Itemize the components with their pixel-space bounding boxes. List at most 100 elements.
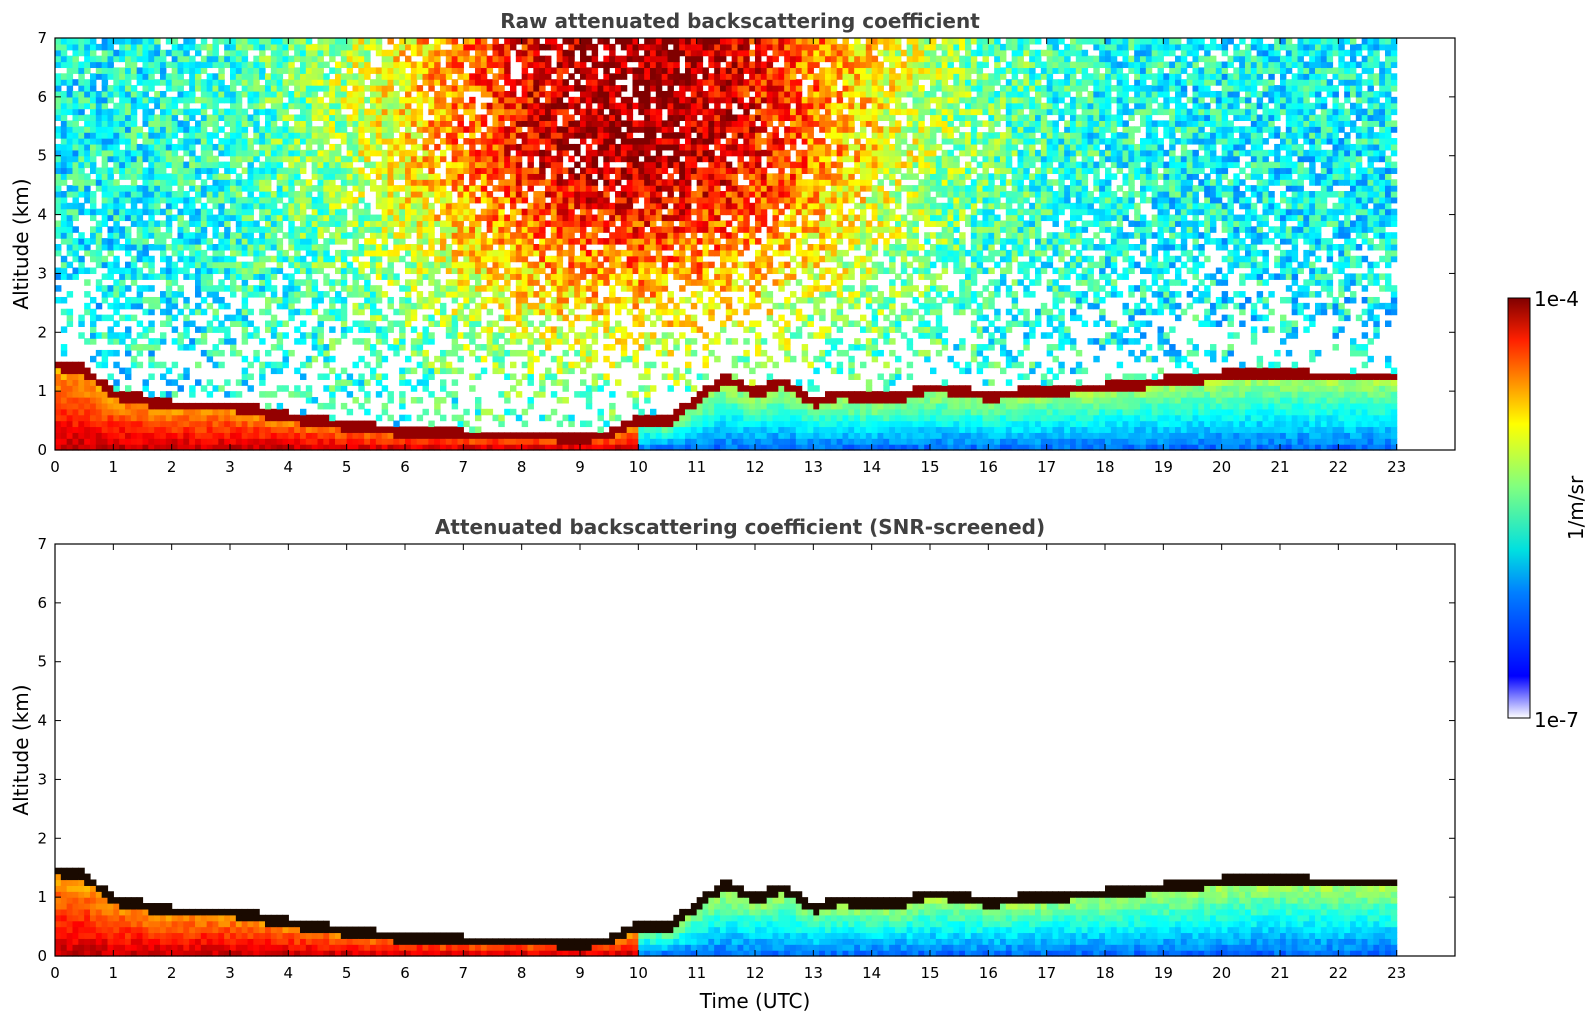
heatmap-cell [492, 43, 499, 51]
heatmap-cell [603, 96, 610, 104]
heatmap-cell [317, 261, 324, 269]
heatmap-cell [340, 379, 348, 386]
heatmap-cell [580, 155, 587, 163]
heatmap-cell [492, 232, 499, 239]
heatmap-cell [597, 114, 604, 121]
heatmap-cell [405, 379, 412, 386]
heatmap-cell [486, 338, 494, 345]
heatmap-cell [66, 314, 74, 322]
heatmap-cell [154, 444, 161, 451]
heatmap-cell [95, 208, 103, 216]
heatmap-cell [241, 138, 249, 145]
heatmap-cell [498, 332, 505, 339]
heatmap-cell [609, 249, 616, 257]
heatmap-cell [177, 444, 184, 451]
heatmap-cell [434, 161, 441, 169]
heatmap-cell [340, 179, 348, 186]
heatmap-cell [539, 302, 546, 310]
heatmap-cell [521, 373, 529, 380]
heatmap-cell [515, 267, 523, 275]
heatmap-cell [125, 373, 132, 380]
heatmap-cell [521, 232, 529, 239]
heatmap-cell [358, 173, 365, 180]
heatmap-cell [107, 338, 114, 345]
heatmap-cell [148, 120, 155, 127]
heatmap-cell [335, 43, 342, 51]
heatmap-cell [451, 226, 459, 233]
heatmap-cell [300, 167, 307, 174]
heatmap-cell [253, 38, 260, 45]
heatmap-cell [305, 143, 313, 151]
heatmap-cell [335, 379, 342, 386]
heatmap-cell [585, 285, 593, 292]
heatmap-cell [550, 391, 558, 398]
heatmap-cell [282, 43, 289, 51]
heatmap-cell [300, 79, 307, 86]
heatmap-cell [107, 196, 114, 204]
heatmap-cell [533, 326, 540, 333]
heatmap-cell [451, 344, 459, 351]
heatmap-cell [305, 226, 313, 233]
heatmap-cell [405, 149, 412, 157]
heatmap-cell [200, 385, 208, 392]
heatmap-cell [416, 126, 424, 133]
heatmap-cell [445, 279, 453, 286]
heatmap-cell [346, 120, 354, 127]
heatmap-cell [574, 196, 581, 204]
heatmap-cell [107, 302, 114, 310]
heatmap-cell [410, 85, 418, 92]
heatmap-cell [370, 432, 377, 439]
heatmap-cell [381, 55, 389, 63]
heatmap-cell [486, 43, 494, 51]
heatmap-cell [521, 85, 529, 92]
heatmap-cell [393, 438, 400, 445]
heatmap-cell [480, 149, 488, 157]
heatmap-cell [241, 120, 249, 127]
heatmap-cell [72, 249, 79, 257]
heatmap-cell [148, 126, 155, 133]
heatmap-cell [276, 414, 284, 422]
heatmap-cell [585, 126, 593, 133]
heatmap-cell [90, 61, 97, 69]
heatmap-cell [101, 108, 109, 116]
heatmap-cell [358, 61, 365, 69]
heatmap-cell [428, 291, 435, 298]
heatmap-cell [72, 267, 79, 275]
heatmap-cell [136, 167, 144, 174]
heatmap-cell [154, 132, 161, 139]
heatmap-cell [230, 38, 237, 45]
heatmap-cell [574, 132, 581, 139]
heatmap-cell [200, 138, 208, 145]
heatmap-cell [381, 149, 389, 157]
heatmap-cell [405, 61, 412, 69]
heatmap-cell [90, 373, 97, 380]
heatmap-cell [422, 361, 429, 369]
heatmap-cell [72, 43, 79, 51]
heatmap-cell [148, 143, 155, 151]
heatmap-cell [171, 196, 179, 204]
heatmap-cell [346, 420, 354, 428]
heatmap-cell [591, 261, 599, 269]
heatmap-cell [177, 96, 184, 104]
heatmap-cell [574, 332, 581, 339]
heatmap-cell [90, 96, 97, 104]
heatmap-cell [585, 279, 593, 286]
heatmap-cell [422, 314, 429, 322]
heatmap-cell [580, 273, 587, 280]
heatmap-cell [550, 432, 558, 439]
heatmap-cell [317, 73, 324, 80]
heatmap-cell [148, 402, 155, 410]
heatmap-cell [282, 273, 289, 280]
heatmap-cell [294, 191, 301, 198]
heatmap-cell [282, 249, 289, 257]
heatmap-cell [527, 285, 534, 292]
heatmap-cell [521, 108, 529, 116]
heatmap-cell [72, 126, 79, 133]
heatmap-cell [300, 214, 307, 222]
heatmap-cell [305, 426, 313, 433]
heatmap-cell [142, 149, 149, 157]
heatmap-cell [136, 173, 144, 180]
heatmap-cell [335, 79, 342, 86]
heatmap-cell [282, 38, 289, 45]
heatmap-cell [574, 361, 581, 369]
